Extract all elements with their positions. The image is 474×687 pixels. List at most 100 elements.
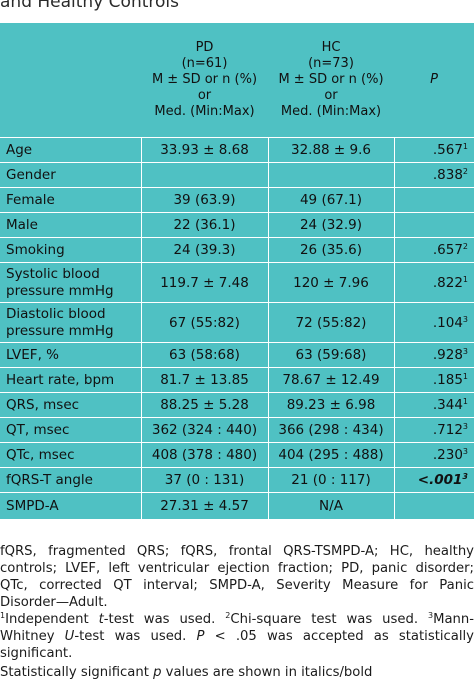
header-hc-line: or	[324, 88, 338, 103]
pd-value: 37 (0 : 131)	[140, 467, 268, 493]
header-p: P	[430, 72, 438, 87]
table-row: Diastolic blood pressure mmHg 67 (55:82) 7…	[0, 302, 474, 343]
pd-value: 67 (55:82)	[140, 302, 268, 343]
table-notes: fQRS, fragmented QRS; fQRS, frontal QRS-…	[0, 543, 474, 681]
p-value-footnote: 1	[462, 372, 468, 381]
hc-value: 32.88 ± 9.6	[267, 137, 394, 163]
p-value-footnote: 3	[462, 447, 468, 456]
table-row: QRS, msec 88.25 ± 5.28 89.23 ± 6.98.3441	[0, 392, 474, 418]
hc-value: 21 (0 : 117)	[267, 467, 394, 493]
pd-value: 22 (36.1)	[140, 212, 268, 238]
header-hc-line: Med. (Min:Max)	[280, 104, 382, 119]
p-value-text: .230	[432, 447, 463, 463]
significance-note: Statistically significant p values are s…	[0, 665, 373, 680]
pd-value: 362 (324 : 440)	[140, 417, 268, 443]
p-value-footnote: 3	[462, 314, 468, 324]
row-label: QRS, msec	[0, 392, 141, 418]
p-value: <.0013	[393, 467, 474, 493]
table-row: QTc, msec 408 (378 : 480) 404 (295 : 488).…	[0, 442, 474, 468]
p-value: .5671	[393, 137, 474, 163]
row-label: QT, msec	[0, 417, 141, 443]
p-value: .1851	[393, 367, 474, 393]
row-label: Systolic blood pressure mmHg	[0, 262, 141, 303]
pd-value: 408 (378 : 480)	[140, 442, 268, 468]
pd-value: 39 (63.9)	[140, 187, 268, 213]
p-value-text: <.001	[417, 472, 463, 488]
p-value-text: .822	[432, 274, 463, 291]
row-label: Diastolic blood pressure mmHg	[0, 302, 141, 343]
p-value: .1043	[393, 302, 474, 343]
p-value-footnote: 2	[462, 242, 468, 251]
p-value-footnote: 2	[462, 167, 468, 176]
row-label: fQRS-T angle	[0, 467, 141, 493]
row-label: QTc, msec	[0, 442, 141, 468]
table-row: fQRS-T angle 37 (0 : 131) 21 (0 : 117) <.00…	[0, 467, 474, 493]
p-value-text: .928	[432, 347, 463, 363]
p-value-footnote: 1	[462, 274, 468, 284]
tests-note: 1Independent t-test was used. 2Chi-squar…	[0, 611, 474, 662]
hc-value: 72 (55:82)	[267, 302, 394, 343]
header-hc-line: HC	[321, 40, 341, 55]
p-value-text: .838	[432, 167, 463, 183]
row-label: Heart rate, bpm	[0, 367, 141, 393]
p-value: .8382	[393, 162, 474, 188]
hc-value: 404 (295 : 488)	[267, 442, 394, 468]
p-value: .9283	[393, 342, 474, 368]
table-row: Male 22 (36.1) 24 (32.9)	[0, 212, 474, 238]
pd-value: 33.93 ± 8.68	[140, 137, 268, 163]
p-value: .3441	[393, 392, 474, 418]
table-row: Systolic blood pressure mmHg 119.7 ± 7.48…	[0, 262, 474, 303]
hc-value: 89.23 ± 6.98	[267, 392, 394, 418]
row-label: SMPD-A	[0, 492, 141, 519]
table-row: Gender .8382	[0, 162, 474, 188]
header-pd-line: or	[197, 88, 212, 103]
abbreviations-note: fQRS, fragmented QRS; fQRS, frontal QRS-…	[0, 544, 474, 610]
hc-value: 49 (67.1)	[267, 187, 394, 213]
p-value: .6572	[393, 237, 474, 263]
p-value-text: .185	[432, 372, 463, 388]
pd-value: 88.25 ± 5.28	[140, 392, 268, 418]
p-value: .2303	[393, 442, 474, 468]
row-label: LVEF, %	[0, 342, 141, 368]
p-value-text: .344	[432, 397, 463, 413]
p-value-text: .657	[432, 242, 463, 258]
comparison-table: PD (n=61) M ± SD or n (%) or Med. (Min:M…	[0, 23, 474, 519]
pd-value	[140, 162, 268, 188]
p-value-footnote: 1	[462, 142, 468, 151]
header-hc-line: M ± SD or n (%)	[278, 72, 384, 87]
header-pd-line: (n=61)	[181, 56, 228, 71]
pd-value: 119.7 ± 7.48	[140, 262, 268, 303]
p-value	[393, 492, 474, 519]
table-row: QT, msec 362 (324 : 440) 366 (298 : 434) .7…	[0, 417, 474, 443]
pd-value: 63 (58:68)	[140, 342, 268, 368]
hc-value: 26 (35.6)	[267, 237, 394, 263]
hc-value: 24 (32.9)	[267, 212, 394, 238]
header-pd: PD (n=61) M ± SD or n (%) or Med. (Min:M…	[141, 23, 268, 138]
table-row: Smoking 24 (39.3) 26 (35.6) .6572	[0, 237, 474, 263]
table-row: LVEF, % 63 (58:68) 63 (59:68) .9283	[0, 342, 474, 368]
row-label: Male	[0, 212, 141, 238]
table-header-row: PD (n=61) M ± SD or n (%) or Med. (Min:M…	[0, 23, 474, 138]
p-value-footnote: 3	[462, 422, 468, 431]
hc-value: 366 (298 : 434)	[267, 417, 394, 443]
table-row: SMPD-A 27.31 ± 4.57 N/A	[0, 492, 474, 519]
p-value	[393, 187, 474, 213]
p-value-text: .712	[432, 422, 463, 438]
p-value	[393, 212, 474, 238]
p-value-text: .104	[432, 314, 463, 331]
header-pd-line: PD	[195, 40, 214, 55]
hc-value: 78.67 ± 12.49	[267, 367, 394, 393]
table-row: Heart rate, bpm 81.7 ± 13.85 78.67 ± 12.49…	[0, 367, 474, 393]
header-pd-line: M ± SD or n (%)	[151, 72, 258, 87]
pd-value: 27.31 ± 4.57	[140, 492, 268, 519]
row-label: Female	[0, 187, 141, 213]
p-value-footnote: 1	[462, 397, 468, 406]
p-value-text: .567	[432, 142, 463, 158]
header-pd-line: Med. (Min:Max)	[154, 104, 255, 119]
p-value: .8221	[393, 262, 474, 303]
row-label: Smoking	[0, 237, 141, 263]
header-hc: HC (n=73) M ± SD or n (%) or Med. (Min:M…	[268, 23, 394, 138]
pd-value: 24 (39.3)	[140, 237, 268, 263]
table-row: Female 39 (63.9) 49 (67.1)	[0, 187, 474, 213]
p-value-footnote: 3	[462, 472, 468, 481]
